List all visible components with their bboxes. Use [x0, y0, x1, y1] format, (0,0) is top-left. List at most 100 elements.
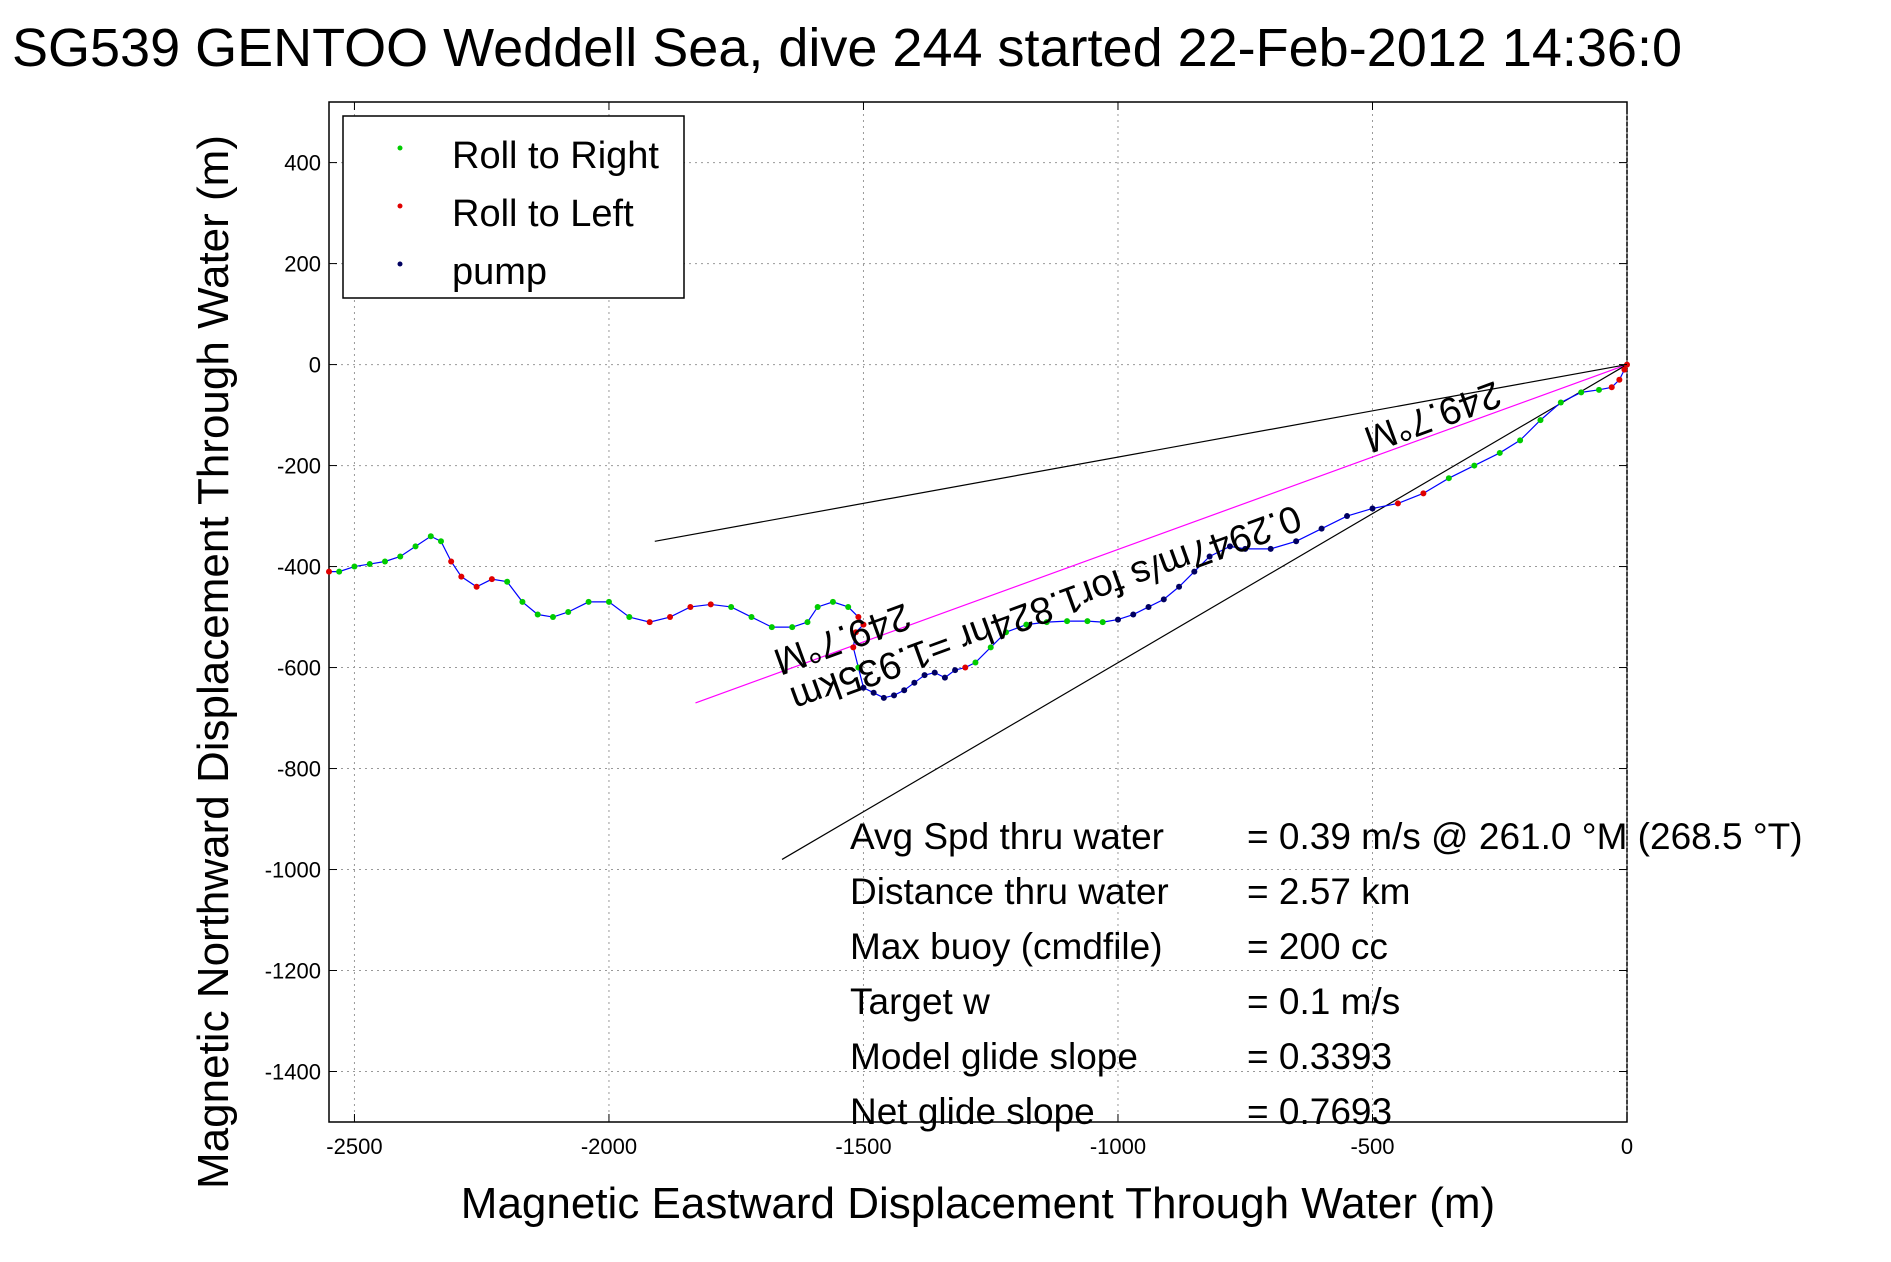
track-point: [412, 543, 419, 550]
track-point: [1420, 490, 1427, 497]
track-point: [336, 568, 343, 575]
track-point: [667, 614, 674, 621]
track-point: [768, 624, 775, 631]
track-annotations: 249.7°M0.2947m/s for1.824hr =1.935km249.…: [768, 372, 1506, 720]
x-tick-label: -1500: [835, 1134, 891, 1159]
track-point: [646, 619, 653, 626]
stat-label-avg-speed: Avg Spd thru water: [850, 816, 1164, 857]
track-point: [565, 609, 572, 615]
stat-label-net-glide: Net glide slope: [850, 1091, 1095, 1132]
track-point: [488, 576, 495, 583]
track-point: [1130, 611, 1137, 618]
track-point: [1394, 500, 1401, 507]
track-point: [448, 558, 455, 565]
y-tick-label: 400: [284, 151, 321, 176]
track-point: [860, 621, 867, 628]
y-tick-label: -1000: [265, 858, 321, 883]
track-point: [1445, 475, 1452, 482]
track-point: [891, 692, 898, 699]
stat-value-max-buoy: = 200 cc: [1247, 926, 1388, 967]
track-point: [366, 561, 373, 568]
track-point: [1206, 553, 1213, 560]
track-point: [1267, 545, 1274, 552]
track-point: [1099, 619, 1106, 626]
legend-label-roll-right: Roll to Right: [452, 135, 659, 177]
y-axis-label: Magnetic Northward Displacement Through …: [189, 135, 238, 1189]
x-tick-label: -2000: [581, 1134, 637, 1159]
track-point: [707, 601, 714, 608]
track-point: [1160, 596, 1167, 603]
track-point: [1517, 437, 1524, 444]
track-point: [814, 603, 821, 610]
track-point: [687, 603, 694, 610]
track-point: [855, 614, 862, 621]
track-point: [1471, 462, 1478, 469]
track-point: [427, 533, 434, 540]
stat-label-max-buoy: Max buoy (cmdfile): [850, 926, 1163, 967]
track-point: [1064, 618, 1071, 625]
track-point: [519, 598, 526, 605]
track-point: [852, 629, 859, 636]
track-annotation: 249.7°M: [1359, 372, 1507, 460]
track-point: [1023, 621, 1030, 628]
track-point: [397, 553, 404, 560]
track-point: [789, 624, 796, 631]
track-point: [626, 614, 633, 621]
track-point: [1344, 513, 1351, 520]
track-point: [850, 644, 857, 651]
track-point: [1578, 389, 1585, 396]
stat-value-avg-speed: = 0.39 m/s @ 261.0 °M (268.5 °T): [1247, 816, 1803, 857]
track-point: [1002, 629, 1009, 636]
track-point: [1114, 616, 1121, 623]
track-point: [549, 614, 556, 621]
track-point: [1293, 538, 1300, 545]
stat-label-distance: Distance thru water: [850, 871, 1169, 912]
track-point: [1242, 545, 1249, 552]
x-tick-label: -2500: [326, 1134, 382, 1159]
track-point: [1318, 525, 1325, 532]
dive-statistics: Avg Spd thru water = 0.39 m/s @ 261.0 °M…: [850, 816, 1803, 1132]
track-point: [921, 672, 928, 679]
track-point: [1191, 568, 1198, 575]
y-tick-label: -400: [277, 555, 321, 580]
axis-ticks: -2500 -2000 -1500 -1000 -500 0 400 200 0 -200 -400…: [265, 102, 1633, 1159]
cone-lower-line: [781, 364, 1628, 860]
stat-value-net-glide: = 0.7693: [1247, 1091, 1392, 1132]
legend-marker-pump: [397, 261, 403, 267]
track-point: [901, 687, 908, 694]
legend-marker-roll-left: [397, 203, 403, 209]
track-point: [987, 644, 994, 651]
track-point: [972, 659, 979, 666]
stat-label-target-w: Target w: [850, 981, 990, 1022]
track-point: [1608, 384, 1615, 391]
track-point: [437, 538, 444, 545]
stat-label-model-glide: Model glide slope: [850, 1036, 1138, 1077]
y-tick-label: -200: [277, 454, 321, 479]
track-point: [473, 583, 480, 590]
cone-upper-line: [654, 363, 1628, 542]
legend-marker-roll-right: [397, 145, 403, 151]
track-point: [860, 684, 867, 691]
track-point: [748, 614, 755, 621]
x-axis-label: Magnetic Eastward Displacement Through W…: [461, 1179, 1495, 1228]
track-point: [804, 619, 811, 626]
legend-label-roll-left: Roll to Left: [452, 193, 634, 235]
track-point: [585, 598, 592, 605]
y-tick-label: -600: [277, 656, 321, 681]
track-point: [870, 689, 877, 696]
x-tick-label: 0: [1621, 1134, 1633, 1159]
stat-value-distance: = 2.57 km: [1247, 871, 1411, 912]
track-point: [458, 573, 465, 580]
track-point: [952, 667, 959, 674]
y-tick-label: 0: [309, 353, 321, 378]
track-point: [962, 664, 969, 671]
legend: Roll to Right Roll to Left pump: [342, 115, 685, 299]
track-point: [1369, 505, 1376, 512]
y-tick-label: -1400: [265, 1060, 321, 1085]
track-point: [534, 611, 541, 618]
track-point: [1557, 399, 1564, 406]
track-point: [1621, 366, 1628, 373]
dive-track: [326, 361, 1630, 701]
track-point: [326, 568, 332, 575]
track-point: [911, 679, 918, 686]
